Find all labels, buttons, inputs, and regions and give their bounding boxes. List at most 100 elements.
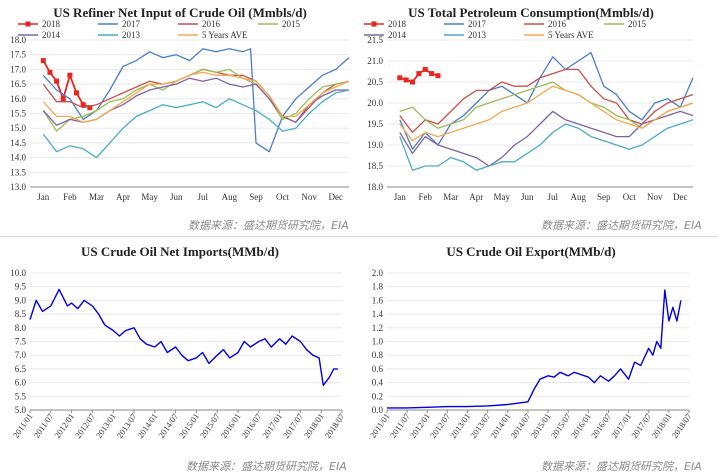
x-tick-label: 2018/07 (669, 411, 693, 440)
source-note: 数据来源：盛达期货研究院，EIA (188, 219, 349, 232)
x-tick-label: 2014/01 (135, 411, 159, 440)
legend-label: 2017 (122, 19, 141, 29)
series-line-2013 (42, 89, 350, 159)
legend-label: 2017 (468, 19, 487, 29)
y-tick-label: 0.4 (372, 378, 384, 388)
y-tick-label: 6.0 (15, 378, 27, 388)
x-tick-label: Nov (301, 192, 317, 202)
x-tick-label: 2017/01 (260, 411, 284, 440)
x-tick-label: Aug (222, 192, 238, 202)
y-tick-label: 0.2 (372, 391, 383, 401)
x-tick-label: Feb (63, 192, 77, 202)
source-note: 数据来源：盛达期货研究院，EIA (541, 219, 702, 232)
y-tick-label: 1.6 (372, 295, 384, 305)
x-tick-label: Jan (37, 192, 49, 202)
x-tick-label: 2016/07 (239, 411, 263, 440)
y-tick-label: 16.5 (10, 79, 26, 89)
y-tick-label: 20.5 (367, 77, 383, 87)
chart-title: US Total Petroleum Consumption(Mmbls/d) (408, 5, 654, 20)
source-note: 数据来源：盛达期货研究院，EIA (541, 460, 702, 473)
y-tick-label: 15.5 (10, 109, 26, 119)
chart-title: US Refiner Net Input of Crude Oil (Mmbls… (53, 5, 307, 20)
y-tick-label: 21.5 (367, 35, 383, 45)
legend-label: 2014 (388, 30, 407, 40)
data-point (435, 73, 441, 79)
x-tick-label: Jun (521, 192, 534, 202)
y-tick-label: 0.6 (372, 364, 384, 374)
x-tick-label: 2012/01 (52, 411, 76, 440)
series-line-2015 (42, 68, 350, 132)
x-tick-label: 2011/07 (31, 411, 55, 439)
y-tick-label: 5.5 (15, 391, 27, 401)
divider (0, 236, 718, 237)
series-line-2016 (399, 68, 694, 134)
y-tick-label: 15.0 (10, 123, 26, 133)
x-tick-label: Dec (328, 192, 343, 202)
x-tick-label: 2011/01 (368, 411, 392, 439)
y-tick-label: 17.0 (10, 64, 26, 74)
y-tick-label: 6.5 (15, 364, 27, 374)
y-tick-label: 5.0 (15, 405, 27, 415)
y-tick-label: 9.5 (15, 282, 27, 292)
x-tick-label: Oct (623, 192, 636, 202)
y-tick-label: 13.0 (10, 182, 26, 192)
x-tick-label: 2013/07 (114, 411, 138, 440)
x-tick-label: Apr (116, 192, 130, 202)
x-tick-label: Jul (198, 192, 209, 202)
y-tick-label: 8.0 (15, 323, 27, 333)
x-tick-label: Feb (419, 192, 433, 202)
data-point (410, 79, 415, 85)
y-tick-label: 1.4 (372, 309, 384, 319)
legend-label: 2015 (282, 19, 301, 29)
y-tick-label: 0.0 (372, 405, 384, 415)
x-tick-label: May (141, 192, 158, 202)
data-point (60, 96, 66, 102)
series-line-2017 (42, 48, 350, 153)
y-tick-label: 16.0 (10, 94, 26, 104)
x-tick-label: 2018/01 (302, 411, 326, 440)
y-tick-label: 10.0 (10, 268, 26, 278)
data-point (403, 77, 409, 83)
petroleum-consumption-chart: US Total Petroleum Consumption(Mmbls/d) … (364, 5, 694, 202)
series-line-2014 (399, 110, 694, 167)
x-tick-label: 2013/01 (94, 411, 118, 440)
source-note: 数据来源：盛达期货研究院，EIA (186, 460, 347, 473)
net-imports-chart: US Crude Oil Net Imports(MMb/d) 5.0 5.5 6.… (10, 244, 346, 440)
legend-label: 2018 (42, 19, 61, 29)
chart-title: US Crude Oil Export(MMb/d) (446, 244, 615, 259)
y-tick-label: 19.5 (367, 119, 383, 129)
series-line-5-years-ave (42, 71, 350, 123)
x-tick-label: Dec (673, 192, 688, 202)
y-tick-label: 14.0 (10, 153, 26, 163)
series-line-2017 (399, 51, 694, 150)
y-tick-label: 1.0 (372, 337, 384, 347)
data-point (67, 72, 73, 78)
legend-label: 2016 (202, 19, 221, 29)
data-point (40, 58, 46, 64)
x-tick-label: Aug (571, 192, 587, 202)
data-point (422, 66, 428, 72)
legend-label: 2016 (548, 19, 567, 29)
y-tick-label: 0.8 (372, 350, 384, 360)
y-tick-label: 1.8 (372, 282, 384, 292)
x-tick-label: 2014/07 (156, 411, 180, 440)
legend-label: 2015 (628, 19, 647, 29)
y-tick-label: 18.5 (367, 161, 383, 171)
x-tick-label: 2015/01 (177, 411, 201, 440)
series-line-main (29, 288, 338, 387)
x-tick-label: Mar (443, 192, 458, 202)
x-tick-label: Jul (547, 192, 558, 202)
x-tick-label: Sep (597, 192, 611, 202)
y-tick-label: 17.5 (10, 50, 26, 60)
crude-export-chart: US Crude Oil Export(MMb/d) 0.0 0.2 0.4 0.6 0… (368, 244, 694, 440)
x-tick-label: 2018/07 (322, 411, 346, 440)
x-tick-label: 2016/01 (218, 411, 242, 440)
legend-label: 2014 (42, 30, 61, 40)
data-point (87, 105, 93, 111)
x-tick-label: Sep (249, 192, 263, 202)
x-tick-label: Jun (170, 192, 183, 202)
y-tick-label: 7.5 (15, 337, 27, 347)
x-tick-label: Mar (89, 192, 104, 202)
data-point (429, 71, 435, 77)
y-tick-label: 7.0 (15, 350, 27, 360)
